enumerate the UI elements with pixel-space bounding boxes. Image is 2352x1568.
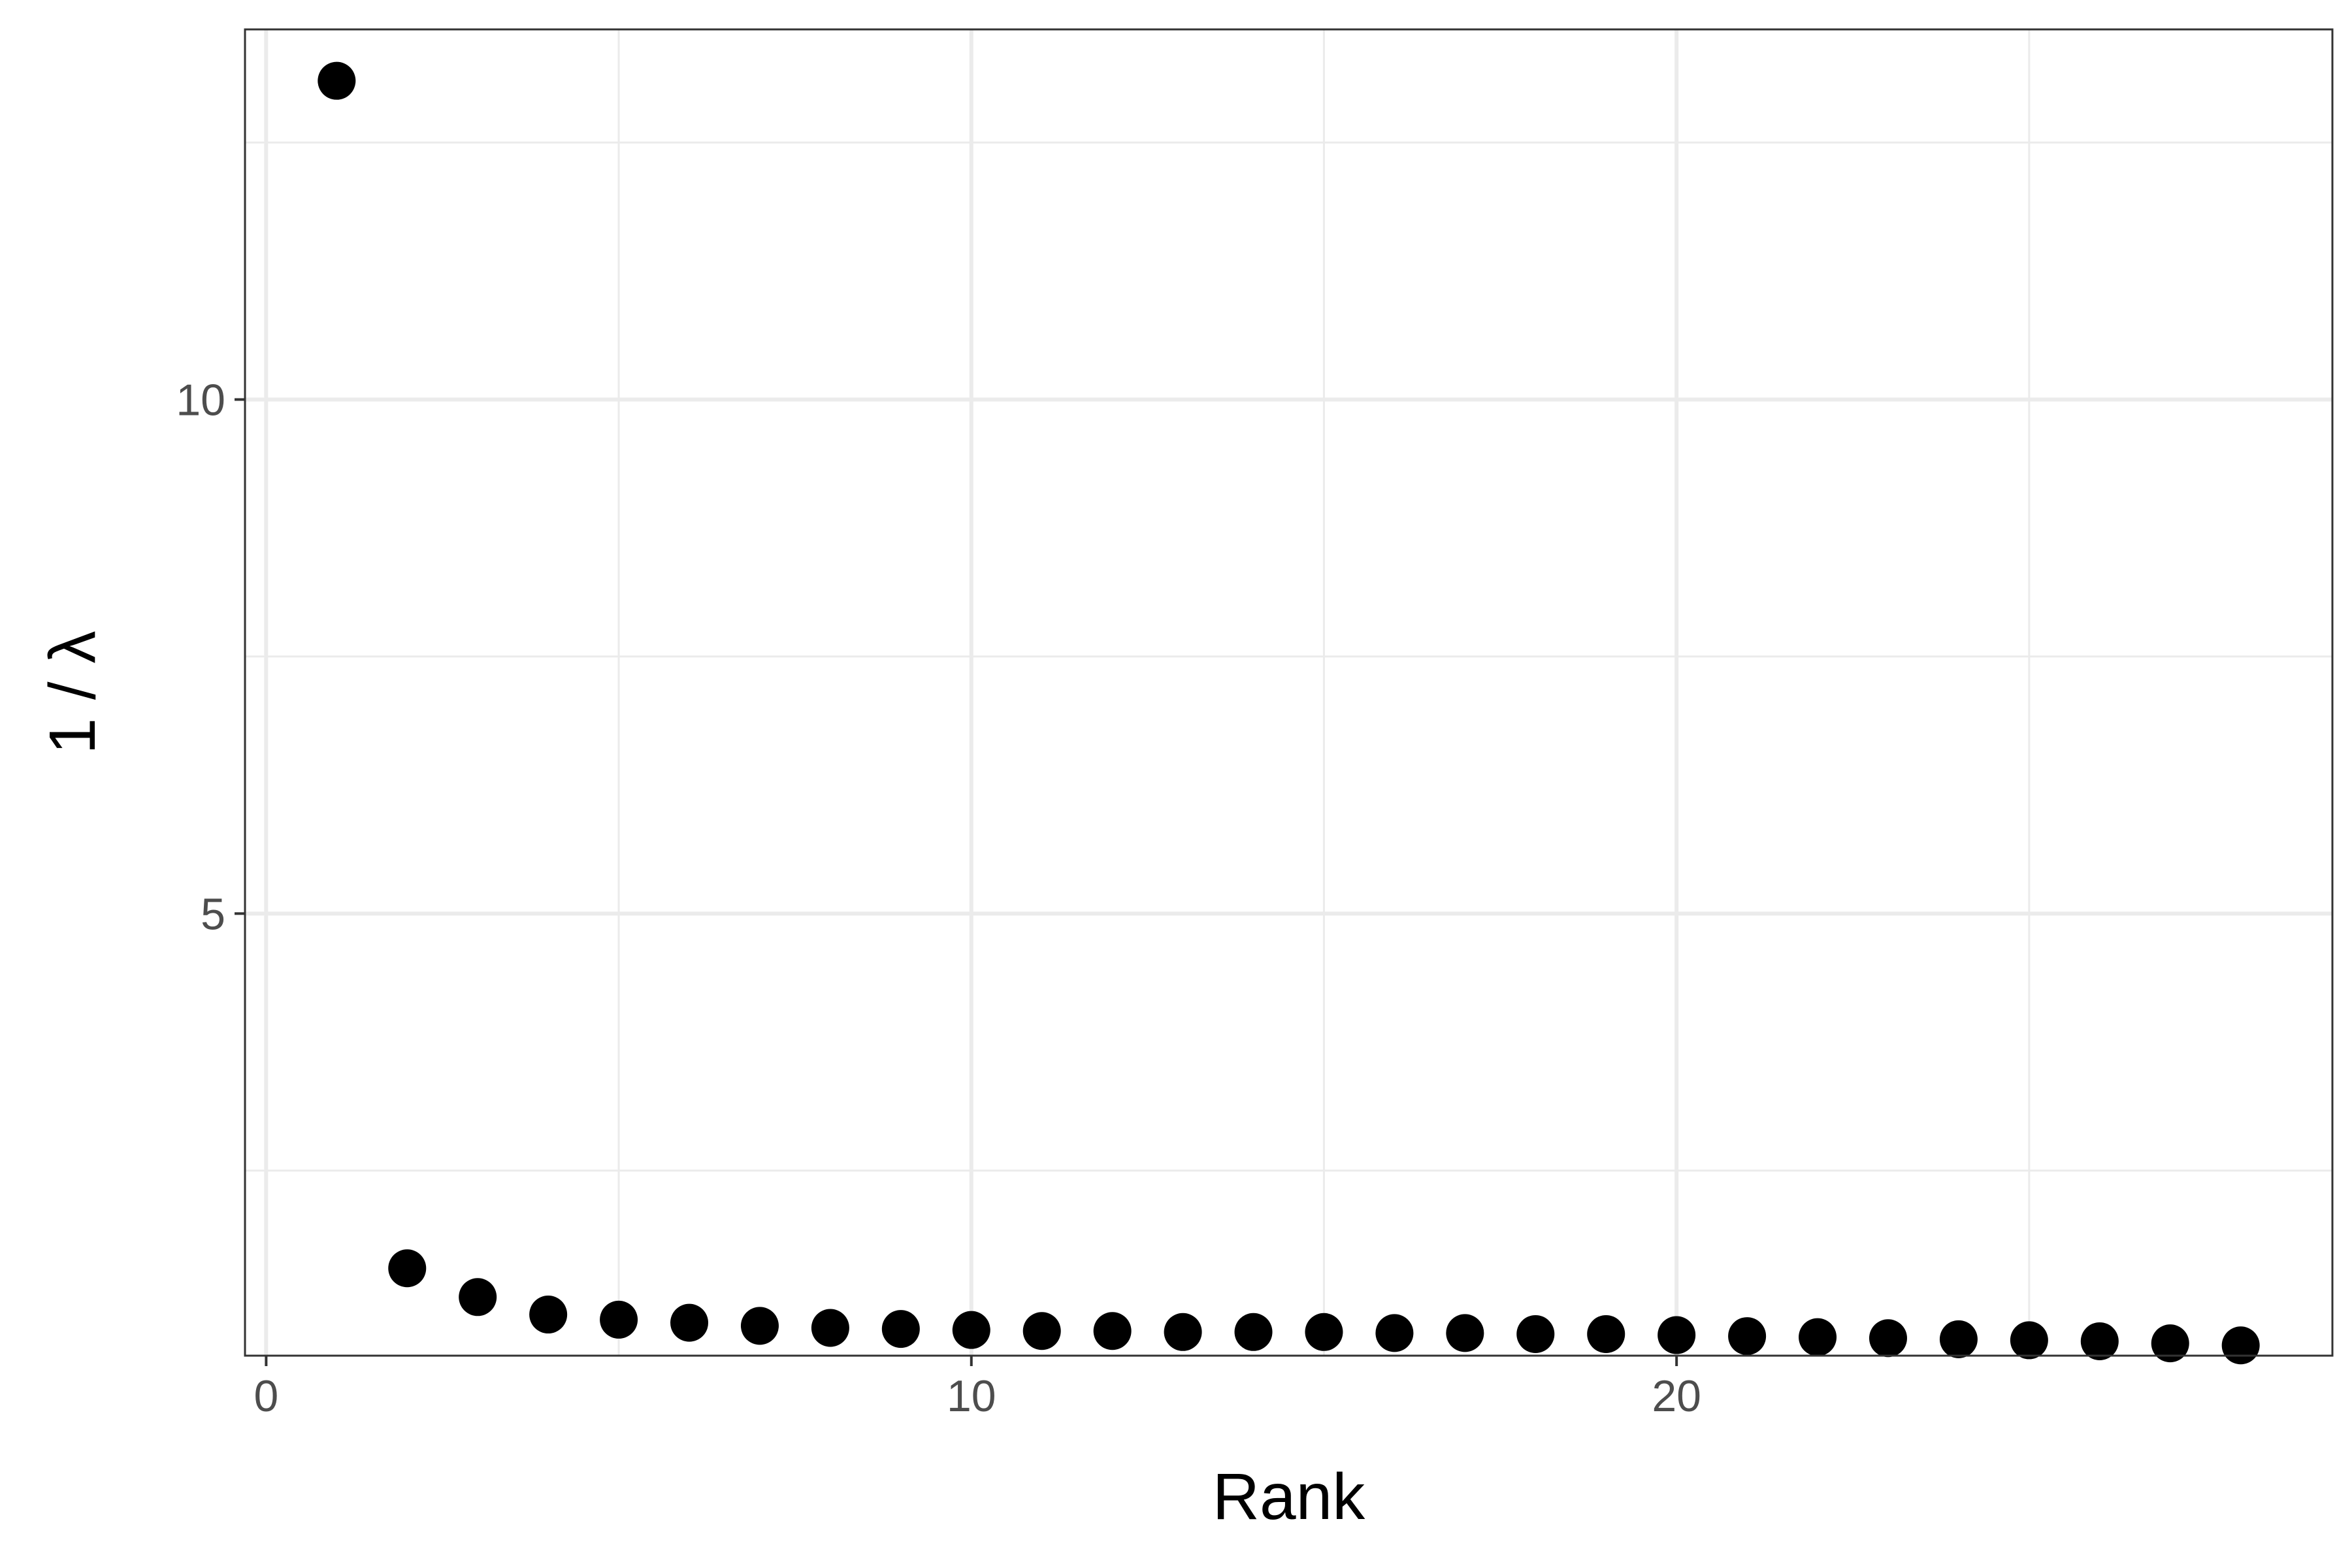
data-point (1305, 1313, 1343, 1351)
data-point (2221, 1326, 2260, 1365)
data-point (952, 1311, 990, 1349)
data-point (1869, 1319, 1907, 1358)
x-tick-label: 20 (1652, 1371, 1701, 1421)
major-gridlines (245, 29, 2332, 1356)
data-point (1939, 1320, 1978, 1358)
data-point (1587, 1315, 1625, 1353)
data-point (811, 1309, 849, 1347)
data-point (1799, 1318, 1837, 1356)
x-tick-label: 0 (253, 1371, 278, 1421)
data-point (1234, 1313, 1273, 1351)
data-point (1658, 1316, 1696, 1354)
data-point (1375, 1314, 1414, 1352)
data-point (318, 61, 356, 100)
data-point (740, 1307, 779, 1345)
data-point (2010, 1321, 2048, 1360)
x-axis-title: Rank (1213, 1460, 1365, 1533)
panel-border (244, 28, 2334, 1357)
data-point (670, 1303, 709, 1342)
data-point (1164, 1313, 1202, 1351)
y-axis: 5 10 (176, 376, 245, 939)
data-point (1516, 1315, 1555, 1353)
data-point (600, 1300, 638, 1339)
data-point (1022, 1312, 1061, 1350)
data-point (2151, 1324, 2189, 1363)
y-tick-label: 5 (201, 889, 225, 939)
data-point (388, 1249, 427, 1288)
y-tick-label: 10 (176, 376, 225, 425)
data-point (1093, 1312, 1132, 1350)
data-point (1728, 1317, 1767, 1356)
data-point (459, 1278, 497, 1316)
data-point (2080, 1322, 2119, 1360)
x-axis: 0 10 20 (253, 1356, 1701, 1421)
data-point (529, 1296, 568, 1334)
data-point (1446, 1314, 1484, 1352)
data-point (881, 1310, 920, 1348)
minor-gridlines (245, 29, 2332, 1356)
x-tick-label: 10 (947, 1371, 996, 1421)
y-axis-title: 1 / λ (36, 631, 109, 755)
